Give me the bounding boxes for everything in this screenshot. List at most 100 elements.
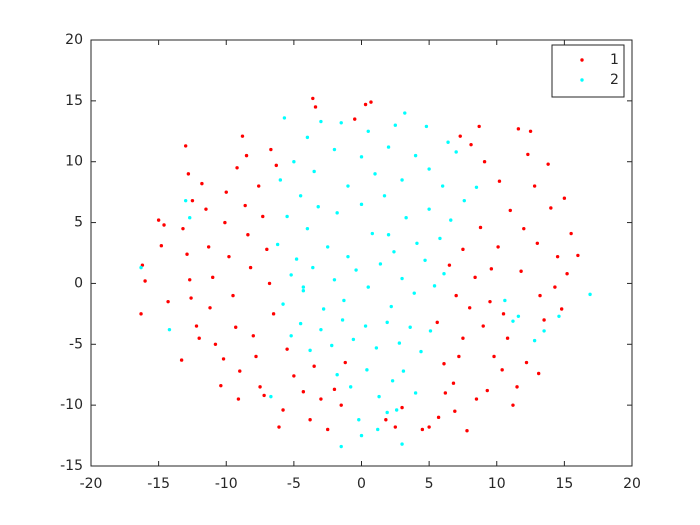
point xyxy=(436,415,441,420)
point xyxy=(559,307,564,311)
point xyxy=(211,275,215,280)
point xyxy=(319,397,323,401)
point xyxy=(516,127,521,131)
point xyxy=(408,325,412,329)
point xyxy=(312,169,316,174)
point xyxy=(363,324,368,328)
point xyxy=(440,184,445,188)
point xyxy=(392,250,396,254)
point xyxy=(511,403,515,407)
point xyxy=(377,394,381,399)
point xyxy=(227,254,231,259)
point xyxy=(465,429,469,433)
point xyxy=(281,302,285,306)
point xyxy=(305,226,310,231)
point xyxy=(461,247,465,252)
point xyxy=(485,388,489,393)
point xyxy=(321,307,326,311)
point xyxy=(442,271,446,276)
point xyxy=(348,385,353,389)
point xyxy=(446,140,450,144)
point xyxy=(403,111,407,115)
x-tick-label: -5 xyxy=(287,476,301,492)
point xyxy=(435,320,439,325)
y-tick-label: -10 xyxy=(60,397,83,413)
point xyxy=(292,374,296,378)
point xyxy=(197,336,201,340)
point xyxy=(473,275,477,280)
point xyxy=(342,298,346,303)
point xyxy=(482,160,487,164)
point xyxy=(223,220,227,225)
point xyxy=(335,373,339,377)
legend-label: 2 xyxy=(610,72,619,88)
point xyxy=(369,100,373,104)
point xyxy=(478,225,483,230)
point xyxy=(497,179,502,183)
point xyxy=(289,334,293,338)
point xyxy=(474,397,479,401)
point xyxy=(488,299,492,304)
point xyxy=(359,202,364,207)
point xyxy=(427,167,431,171)
point xyxy=(461,336,465,340)
point xyxy=(442,362,446,366)
x-tick-label: 15 xyxy=(555,476,573,492)
point xyxy=(189,296,193,300)
point xyxy=(357,418,361,422)
point xyxy=(194,324,199,328)
point xyxy=(400,178,404,182)
point xyxy=(462,198,466,203)
point xyxy=(413,391,418,395)
point xyxy=(500,368,504,372)
point xyxy=(235,166,239,170)
point xyxy=(248,265,253,270)
point xyxy=(420,427,425,432)
point xyxy=(492,354,496,359)
point xyxy=(257,184,261,188)
point xyxy=(393,425,398,429)
point xyxy=(254,354,258,359)
point xyxy=(269,394,273,399)
point xyxy=(447,263,452,267)
point xyxy=(251,334,255,338)
point xyxy=(238,369,242,373)
point xyxy=(267,281,272,286)
y-tick-label: 15 xyxy=(65,93,83,109)
point xyxy=(515,385,519,389)
point xyxy=(289,273,293,277)
point xyxy=(246,233,250,237)
y-tick-label: -5 xyxy=(69,336,83,352)
point xyxy=(339,444,343,449)
point xyxy=(219,383,223,388)
point xyxy=(353,117,357,121)
point xyxy=(258,385,262,389)
point xyxy=(386,145,391,149)
point xyxy=(231,293,235,298)
point xyxy=(285,214,289,219)
point xyxy=(285,347,289,351)
point xyxy=(332,147,337,152)
point xyxy=(536,371,541,376)
point xyxy=(376,427,380,432)
point xyxy=(427,425,431,429)
point xyxy=(562,196,567,200)
point xyxy=(313,105,318,109)
y-tick-label: -15 xyxy=(60,458,83,474)
point xyxy=(432,284,437,288)
point xyxy=(508,208,512,213)
point xyxy=(469,142,473,147)
point xyxy=(412,291,416,295)
legend-marker xyxy=(580,78,584,82)
x-tick-label: 5 xyxy=(425,476,434,492)
point xyxy=(359,433,364,438)
point xyxy=(271,312,276,316)
point xyxy=(224,190,228,194)
point xyxy=(542,329,546,333)
point xyxy=(190,198,195,203)
legend-marker xyxy=(580,58,584,62)
point xyxy=(496,245,500,249)
point xyxy=(339,403,343,407)
